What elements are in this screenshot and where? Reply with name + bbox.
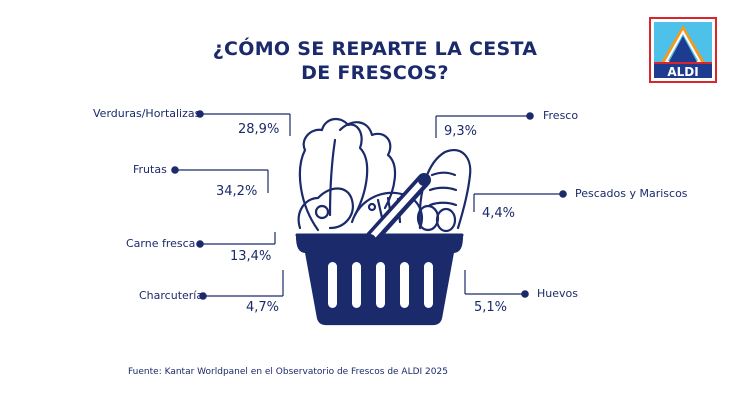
value-label-pescados: 4,4% [482, 206, 516, 221]
chart-title-line-2: DE FRESCOS? [301, 62, 449, 84]
basket-illustration [295, 117, 472, 326]
aldi-logo: ALDI [649, 17, 717, 83]
value-label-huevos: 5,1% [474, 300, 508, 315]
category-label-pescados: Pescados y Mariscos [575, 187, 688, 200]
leader-lines [171, 110, 567, 300]
category-label-frutas: Frutas [133, 163, 167, 176]
category-label-huevos: Huevos [537, 287, 578, 300]
category-label-carne: Carne fresca [126, 237, 196, 250]
value-label-charcuteria: 4,7% [246, 300, 280, 315]
category-label-fresco: Fresco [543, 109, 579, 122]
value-label-verduras: 28,9% [238, 122, 280, 137]
value-label-fresco: 9,3% [444, 124, 478, 139]
value-label-frutas: 34,2% [216, 184, 258, 199]
category-label-verduras: Verduras/Hortalizas [93, 107, 201, 120]
category-label-charcuteria: Charcutería [139, 289, 204, 302]
value-label-carne: 13,4% [230, 249, 272, 264]
aldi-logo-text: ALDI [667, 65, 698, 79]
chart-title-line-1: ¿CÓMO SE REPARTE LA CESTA [212, 38, 538, 60]
chart-title: ¿CÓMO SE REPARTE LA CESTA DE FRESCOS? [200, 37, 550, 85]
source-note: Fuente: Kantar Worldpanel en el Observat… [128, 367, 448, 377]
